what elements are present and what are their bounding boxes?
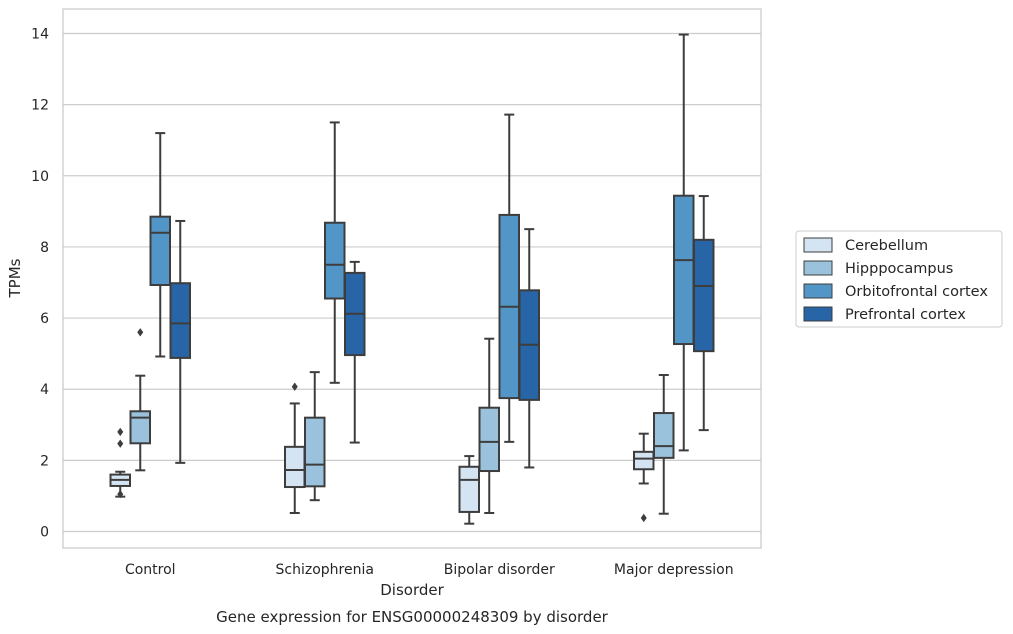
box-body — [149, 215, 171, 286]
box-body — [633, 450, 655, 471]
box — [169, 219, 191, 464]
outlier-point — [291, 382, 298, 391]
y-tick-label: 2 — [40, 453, 49, 469]
box-body — [129, 410, 151, 445]
box — [518, 228, 540, 469]
box — [458, 455, 480, 525]
box-body — [458, 465, 480, 513]
box — [653, 373, 675, 515]
box — [324, 121, 346, 384]
box-body — [653, 412, 675, 459]
box-body — [673, 194, 695, 346]
y-tick-label: 12 — [31, 98, 49, 114]
box-body — [169, 282, 191, 359]
x-tick-label: Bipolar disorder — [444, 562, 555, 578]
y-tick-labels: 0 2 4 6 8 10 12 14 — [31, 27, 49, 541]
box-body — [304, 416, 326, 488]
box — [693, 195, 715, 432]
outlier-point — [640, 513, 647, 523]
y-tick-label: 6 — [40, 311, 49, 327]
y-tick-label: 0 — [40, 525, 49, 541]
legend-swatch — [803, 283, 833, 299]
x-tick-label: Schizophrenia — [276, 562, 374, 578]
box-body — [324, 221, 346, 300]
legend-swatch — [803, 237, 833, 253]
x-tick-label: Major depression — [614, 562, 734, 578]
y-axis-label: TPMs — [6, 258, 24, 298]
box — [344, 260, 366, 444]
box-body — [284, 445, 306, 489]
box — [109, 427, 131, 499]
box — [149, 132, 171, 358]
x-tick-labels: Control Schizophrenia Bipolar disorder Majo… — [125, 562, 734, 578]
box-body — [478, 406, 500, 473]
box-body — [693, 238, 715, 353]
legend-swatch — [803, 306, 833, 322]
legend-frame — [795, 230, 1003, 328]
legend-swatch — [803, 260, 833, 276]
box — [478, 337, 500, 515]
x-axis-label: Disorder — [380, 581, 444, 599]
y-tick-label: 14 — [31, 27, 49, 43]
y-tick-label: 8 — [40, 240, 49, 256]
box — [498, 113, 520, 443]
box — [633, 432, 655, 523]
legend: Cerebellum Hipppocampus Orbitofrontal cort… — [795, 230, 1003, 328]
box — [304, 371, 326, 502]
outlier-point — [137, 328, 144, 337]
box — [129, 328, 151, 472]
outlier-point — [117, 427, 124, 437]
box — [284, 382, 306, 515]
y-tick-label: 10 — [31, 169, 49, 185]
legend-label: Orbitofrontal cortex — [845, 284, 988, 300]
legend-label: Prefrontal cortex — [845, 307, 966, 323]
outlier-point — [117, 489, 124, 499]
outlier-point — [117, 439, 124, 448]
legend-label: Hipppocampus — [845, 261, 953, 277]
x-tick-label: Control — [125, 562, 176, 578]
legend-label: Cerebellum — [845, 238, 928, 254]
y-tick-label: 4 — [40, 382, 49, 398]
boxes — [109, 33, 715, 525]
chart-title: Gene expression for ENSG00000248309 by d… — [216, 608, 609, 626]
